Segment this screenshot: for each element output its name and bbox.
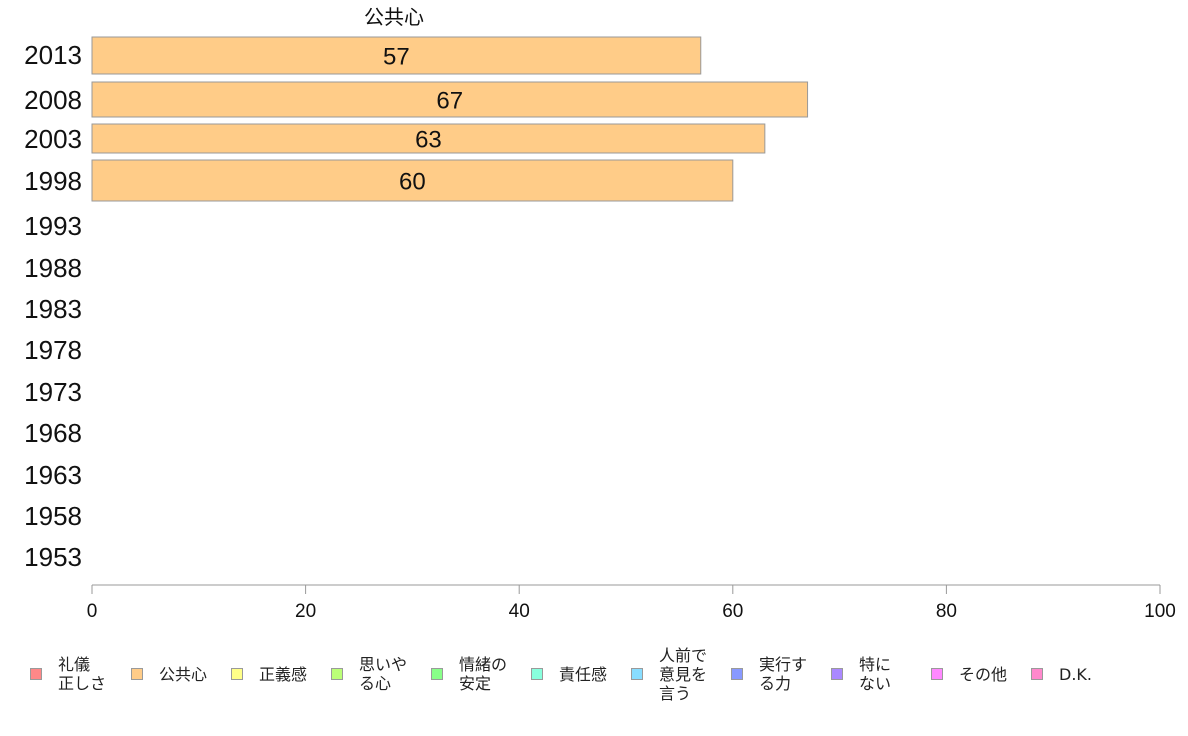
bar <box>91 81 809 118</box>
legend-item: 人前で 意見を 言う <box>631 644 731 704</box>
y-axis-labels: 2013 2008 2003 1998 1993 1988 1983 1978 1973 1968… <box>24 40 82 572</box>
x-tick-label: 0 <box>87 601 98 622</box>
legend-item: 情緒の 安定 <box>431 644 531 704</box>
legend-item: D.K. <box>1031 644 1131 704</box>
bar-chart: 公共心 57 67 63 60 2013 2008 2003 1998 1993 1988 198… <box>24 6 1176 622</box>
bar <box>91 123 766 154</box>
y-tick-label: 1953 <box>24 542 82 572</box>
legend-label: 正義感 <box>259 664 308 684</box>
legend-label: 思いや る心 <box>359 655 408 693</box>
legend-item: 公共心 <box>131 644 231 704</box>
legend-item: 正義感 <box>231 644 331 704</box>
y-tick-label: 1983 <box>24 294 82 324</box>
legend-label: 公共心 <box>159 664 208 684</box>
y-tick-label: 2003 <box>24 124 82 154</box>
x-tick-label: 20 <box>295 601 316 622</box>
bar <box>91 36 702 75</box>
legend-swatch <box>431 668 443 680</box>
legend-swatch <box>531 668 543 680</box>
legend-item: その他 <box>931 644 1031 704</box>
y-tick-label: 1988 <box>24 253 82 283</box>
x-tick-label: 100 <box>1144 601 1176 622</box>
y-tick-label: 1968 <box>24 418 82 448</box>
x-tick-label: 40 <box>509 601 530 622</box>
legend-item: 責任感 <box>531 644 631 704</box>
legend-label: その他 <box>959 664 1008 684</box>
y-tick-label: 1973 <box>24 377 82 407</box>
bar-value-label: 63 <box>415 127 442 154</box>
bar-value-label: 57 <box>383 44 410 71</box>
legend-label: 情緒の 安定 <box>459 655 508 693</box>
bar-value-label: 60 <box>399 169 426 196</box>
bar <box>91 159 734 202</box>
y-tick-label: 1963 <box>24 460 82 490</box>
legend-swatch <box>631 668 643 680</box>
y-tick-label: 1978 <box>24 335 82 365</box>
legend-swatch <box>331 668 343 680</box>
chart-title: 公共心 <box>364 6 424 29</box>
legend-label: 礼儀 正しさ <box>58 655 107 693</box>
x-tick-label: 80 <box>936 601 957 622</box>
y-tick-label: 2013 <box>24 40 82 70</box>
legend-label: 実行す る力 <box>759 655 808 693</box>
legend-swatch <box>231 668 243 680</box>
legend-label: 人前で 意見を 言う <box>659 645 708 703</box>
y-tick-label: 1958 <box>24 501 82 531</box>
legend-swatch <box>831 668 843 680</box>
y-tick-label: 1993 <box>24 211 82 241</box>
legend-swatch <box>1031 668 1043 680</box>
legend-item: 思いや る心 <box>331 644 431 704</box>
legend-swatch <box>731 668 743 680</box>
legend-item: 特に ない <box>831 644 931 704</box>
legend-label: 特に ない <box>859 655 892 693</box>
legend-item: 実行す る力 <box>731 644 831 704</box>
legend-item: 礼儀 正しさ <box>30 644 131 704</box>
bar-value-label: 67 <box>436 88 463 115</box>
legend: 礼儀 正しさ 公共心 正義感 思いや る心 情緒の 安定 責任感 人前で 意見を 言う 実行す… <box>30 644 1131 704</box>
y-tick-label: 1998 <box>24 166 82 196</box>
legend-swatch <box>131 668 143 680</box>
legend-label: D.K. <box>1059 664 1092 684</box>
x-tick-label: 60 <box>722 601 743 622</box>
legend-label: 責任感 <box>559 664 608 684</box>
legend-swatch <box>931 668 943 680</box>
bar-group: 57 67 63 60 <box>91 36 809 202</box>
x-axis: 0 20 40 60 80 100 <box>87 584 1176 622</box>
legend-swatch <box>30 668 42 680</box>
y-tick-label: 2008 <box>24 85 82 115</box>
